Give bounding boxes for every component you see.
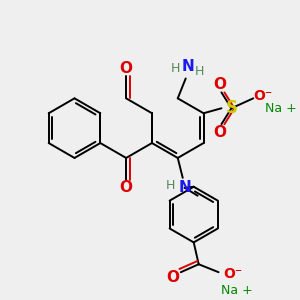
Text: O: O	[213, 77, 226, 92]
Text: Na +: Na +	[265, 102, 297, 115]
Text: H: H	[166, 179, 176, 192]
Text: Na +: Na +	[220, 284, 252, 297]
Text: N: N	[178, 180, 191, 195]
Text: O⁻: O⁻	[223, 267, 242, 281]
Text: S: S	[225, 99, 237, 117]
Text: O⁻: O⁻	[254, 89, 273, 103]
Text: O: O	[120, 180, 133, 195]
Text: O: O	[120, 61, 133, 76]
Text: O: O	[167, 270, 179, 285]
Text: O: O	[213, 124, 226, 140]
Text: H: H	[195, 65, 204, 78]
Text: N: N	[181, 59, 194, 74]
Text: H: H	[171, 62, 181, 75]
